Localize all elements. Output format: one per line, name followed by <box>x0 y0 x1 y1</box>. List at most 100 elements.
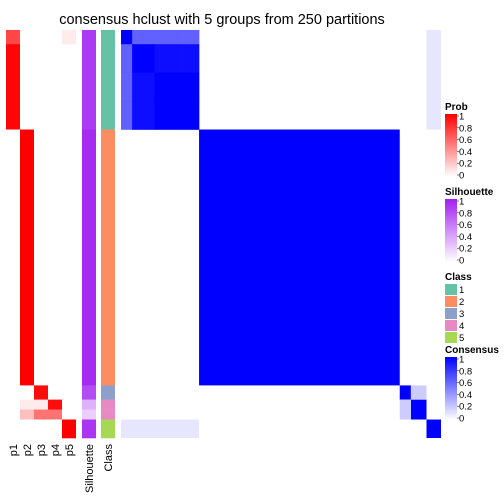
prob-cell-p4-row4 <box>48 399 62 410</box>
silhouette-cell-row5 <box>82 409 96 420</box>
prob-cell-p2-row0 <box>20 30 34 45</box>
class-legend-label-3: 3 <box>459 309 464 320</box>
prob-cell-p1-row4 <box>6 399 20 410</box>
class-legend-label-5: 5 <box>459 333 464 344</box>
consensus-legend-tick-5: 0 <box>459 414 464 425</box>
consensus-subcell-0-3 <box>176 30 200 45</box>
column-label-class: Class <box>103 444 115 472</box>
class-legend-label-4: 4 <box>459 321 464 332</box>
prob-cell-p2-row6 <box>20 419 34 439</box>
column-label-p4: p4 <box>50 444 62 456</box>
column-label-silhouette: Silhouette <box>84 444 96 493</box>
column-label-p5: p5 <box>64 444 76 456</box>
consensus-offdiag-g1-g5-1 <box>121 419 200 438</box>
prob-cell-p5-row5 <box>62 409 76 420</box>
column-label-p3: p3 <box>36 444 48 456</box>
prob-cell-p2-row4 <box>20 399 34 410</box>
prob-cell-p3-row2 <box>34 129 48 386</box>
silhouette-legend-tick-4: 0.2 <box>459 244 472 255</box>
silhouette-cell-row6 <box>82 419 96 439</box>
consensus-offdiag-g3-g4-1 <box>399 399 411 420</box>
consensus-block-group3 <box>399 385 411 400</box>
consensus-offdiag-g1-g5-0 <box>426 30 441 130</box>
consensus-subcell-2-3 <box>176 72 200 102</box>
prob-cell-p2-row1 <box>20 44 34 130</box>
class-legend-swatch-1 <box>445 284 457 295</box>
prob-cell-p1-row3 <box>6 385 20 400</box>
consensus-subcell-0-2 <box>154 30 178 45</box>
prob-legend-tick-0: 1 <box>459 112 464 123</box>
silhouette-legend-title: Silhouette <box>445 187 494 198</box>
prob-cell-p5-row3 <box>62 385 76 400</box>
consensus-legend-tick-4: 0.2 <box>459 402 472 413</box>
consensus-legend-colorbar <box>445 357 457 420</box>
class-legend-swatch-2 <box>445 296 457 307</box>
prob-cell-p3-row4 <box>34 399 48 410</box>
prob-cell-p5-row4 <box>62 399 76 410</box>
prob-cell-p2-row3 <box>20 385 34 400</box>
consensus-subcell-3-1 <box>132 101 155 130</box>
silhouette-cell-row2 <box>82 129 96 386</box>
prob-legend-tick-2: 0.6 <box>459 135 472 146</box>
legends: Prob10.80.60.40.20Silhouette10.80.60.40.… <box>445 102 499 425</box>
prob-cell-p1-row5 <box>6 409 20 420</box>
class-cell-row1 <box>101 44 115 130</box>
prob-cell-p3-row3 <box>34 385 48 400</box>
chart-title: consensus hclust with 5 groups from 250 … <box>59 12 385 28</box>
consensus-subcell-1-2 <box>154 44 178 73</box>
silhouette-cell-row4 <box>82 399 96 410</box>
silhouette-legend-tick-2: 0.6 <box>459 220 472 231</box>
consensus-subcell-3-3 <box>176 101 200 130</box>
prob-cell-p1-row2 <box>6 129 20 386</box>
class-legend-label-2: 2 <box>459 297 464 308</box>
prob-legend-title: Prob <box>445 102 468 113</box>
prob-legend-tick-5: 0 <box>459 171 464 182</box>
class-cell-row3 <box>101 385 115 400</box>
consensus-subcell-2-1 <box>132 72 155 102</box>
silhouette-legend-colorbar <box>445 199 457 262</box>
consensus-subcell-3-0 <box>121 101 133 130</box>
prob-cell-p2-row5 <box>20 409 34 420</box>
consensus-legend-title: Consensus <box>445 345 499 356</box>
consensus-matrix <box>121 30 441 438</box>
prob-cell-p5-row2 <box>62 129 76 386</box>
consensus-legend-tick-3: 0.4 <box>459 390 472 401</box>
prob-cell-p5-row1 <box>62 44 76 130</box>
class-legend-swatch-4 <box>445 320 457 331</box>
column-label-p2: p2 <box>22 444 34 456</box>
silhouette-cell-row0 <box>82 30 96 45</box>
class-cell-row4 <box>101 399 115 410</box>
column-label-p1: p1 <box>8 444 20 456</box>
annotation-columns <box>6 30 115 439</box>
class-cell-row0 <box>101 30 115 45</box>
prob-cell-p3-row1 <box>34 44 48 130</box>
prob-cell-p4-row5 <box>48 409 62 420</box>
prob-cell-p3-row6 <box>34 419 48 439</box>
prob-cell-p1-row6 <box>6 419 20 439</box>
prob-cell-p5-row0 <box>62 30 76 45</box>
prob-cell-p5-row6 <box>62 419 76 439</box>
consensus-subcell-0-1 <box>132 30 155 45</box>
consensus-block-group4 <box>410 399 427 420</box>
class-legend-title: Class <box>445 272 472 283</box>
prob-cell-p1-row0 <box>6 30 20 45</box>
prob-cell-p4-row6 <box>48 419 62 439</box>
silhouette-legend-tick-1: 0.8 <box>459 208 472 219</box>
prob-cell-p3-row0 <box>34 30 48 45</box>
prob-cell-p2-row2 <box>20 129 34 386</box>
prob-legend-tick-3: 0.4 <box>459 147 472 158</box>
consensus-legend-tick-2: 0.6 <box>459 378 472 389</box>
prob-cell-p4-row0 <box>48 30 62 45</box>
silhouette-legend-tick-3: 0.4 <box>459 232 472 243</box>
silhouette-legend-tick-5: 0 <box>459 256 464 267</box>
consensus-subcell-1-1 <box>132 44 155 73</box>
prob-cell-p4-row1 <box>48 44 62 130</box>
consensus-subcell-0-0 <box>121 30 133 45</box>
prob-cell-p3-row5 <box>34 409 48 420</box>
silhouette-cell-row3 <box>82 385 96 400</box>
class-legend-swatch-3 <box>445 308 457 319</box>
consensus-subcell-3-2 <box>154 101 178 130</box>
consensus-block-group2 <box>199 129 400 386</box>
class-legend-swatch-5 <box>445 332 457 343</box>
silhouette-cell-row1 <box>82 44 96 130</box>
